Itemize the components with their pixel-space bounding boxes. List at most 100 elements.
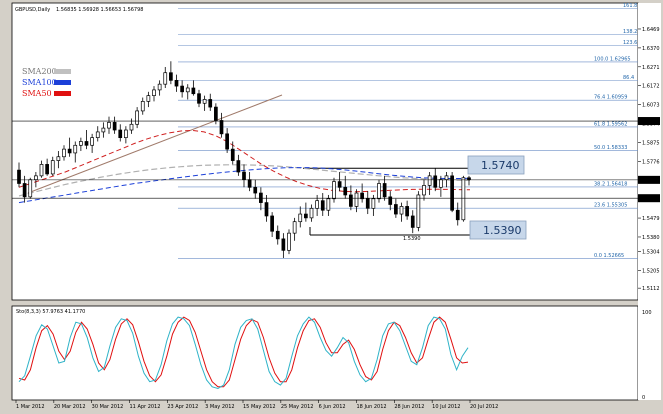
candle-bull	[95, 131, 100, 139]
candle-bull	[292, 221, 297, 234]
candle-bear	[112, 122, 117, 131]
sma-layer	[18, 129, 471, 204]
chart-title: GBPUSD,Daily	[15, 7, 50, 13]
trendline-layer	[27, 94, 283, 194]
callout-1-5740: 1.5740	[467, 155, 525, 175]
candle-bull	[157, 83, 162, 91]
y-tick-label: 1.6469	[642, 27, 660, 33]
axes-layer: 1.64691.63701.62711.61721.60731.59741.58…	[12, 27, 660, 410]
candle-bear	[410, 215, 415, 228]
stochastic-layer	[18, 316, 469, 390]
callout-box	[467, 155, 525, 175]
candle-bull	[422, 185, 426, 196]
y-tick-label: 1.5776	[642, 159, 660, 165]
fib-label: 76.4 1.60959	[594, 95, 627, 101]
x-tick-label: 18 Jun 2012	[357, 404, 387, 410]
candle-bear	[84, 141, 89, 146]
candle-bull	[427, 175, 432, 186]
fib-label: 38.2 1.56418	[594, 181, 627, 187]
price-box	[638, 175, 660, 184]
sma100-line	[18, 167, 471, 204]
x-tick-label: 10 Jul 2012	[432, 404, 460, 410]
y-tick-label: 1.6271	[642, 65, 660, 71]
candle-bear	[253, 186, 258, 194]
x-tick-label: 15 May 2012	[243, 404, 276, 410]
candle-bear	[259, 192, 263, 203]
candle-bull	[79, 141, 83, 146]
candle-bull	[34, 175, 38, 181]
y-tick-label: 1.5112	[642, 286, 660, 292]
stochastic-panel	[11, 305, 639, 401]
x-tick-label: 25 May 2012	[281, 404, 314, 410]
fib-label: 23.6 1.55305	[594, 203, 627, 209]
legend-swatch-sma200	[54, 69, 71, 74]
candle-bull	[326, 198, 331, 211]
candle-bear	[45, 164, 49, 175]
price-box	[638, 117, 660, 126]
sma50-line	[18, 129, 471, 193]
candle-bear	[169, 72, 173, 81]
candle-bull	[439, 179, 443, 188]
candle-bull	[90, 137, 94, 146]
y-tick-label: 1.5875	[642, 140, 660, 146]
candle-bear	[343, 186, 348, 196]
x-tick-label: 1 Mar 2012	[16, 404, 45, 410]
fib-label: 100.0 1.62965	[594, 56, 631, 62]
x-tick-label: 20 Mar 2012	[54, 404, 86, 410]
legend-label-sma200: SMA200	[22, 67, 57, 76]
candle-bear	[382, 183, 387, 198]
candle-bull	[371, 198, 376, 209]
candle-bull	[73, 144, 78, 154]
callout-1-5390: 1.5390	[469, 220, 527, 240]
candle-bull	[461, 177, 466, 221]
candle-bull	[56, 156, 61, 161]
fib-extra-label: 123.6	[623, 40, 637, 46]
candle-bear	[219, 120, 224, 135]
fib-label: 0.0 1.52665	[594, 253, 624, 259]
candle-bull	[202, 99, 207, 104]
candle-bull	[140, 101, 145, 112]
candle-bear	[467, 177, 471, 181]
trendline	[27, 94, 283, 194]
candle-bear	[191, 87, 196, 95]
candle-bull	[354, 192, 359, 207]
candle-bear	[180, 85, 184, 93]
fib-label: 50.0 1.58333	[594, 145, 627, 151]
candle-bear	[450, 175, 454, 211]
candle-bear	[174, 80, 179, 87]
candle-bull	[399, 206, 404, 215]
candle-bull	[287, 232, 291, 251]
candle-bear	[360, 192, 364, 200]
candle-bear	[22, 183, 27, 198]
stoch-y-tick-label: 100	[642, 310, 652, 316]
stoch-y-tick-label: 0	[642, 395, 645, 401]
candle-bear	[236, 160, 241, 173]
candle-bull	[129, 123, 134, 131]
candle-bull	[28, 179, 33, 198]
candle-bear	[337, 181, 342, 188]
legend-label-sma50: SMA50	[22, 89, 52, 98]
x-tick-label: 20 Jul 2012	[470, 404, 498, 410]
candle-bull	[107, 122, 111, 129]
x-tick-label: 6 Jun 2012	[319, 404, 346, 410]
sma200-line	[18, 164, 471, 197]
candle-bear	[304, 213, 308, 219]
sma-legend: SMA200 SMA100 SMA50	[15, 62, 71, 98]
candle-bear	[320, 200, 325, 211]
candle-bear	[67, 148, 72, 154]
stochastic-title: Sto(8,3,3) 57.9763 41.1770	[16, 309, 85, 315]
legend-swatch-sma100	[54, 80, 71, 85]
candle-bull	[298, 213, 303, 223]
y-tick-label: 1.6073	[642, 103, 660, 109]
candle-bull	[377, 183, 381, 200]
x-tick-label: 11 Apr 2012	[130, 404, 161, 410]
fib-label: 61.8 1.59562	[594, 121, 627, 127]
y-tick-label: 1.5205	[642, 268, 660, 274]
price-box-label: 1.5987	[640, 119, 658, 125]
price-box	[638, 194, 660, 203]
candle-bear	[208, 99, 213, 108]
x-tick-label: 23 Apr 2012	[167, 404, 198, 410]
candle-bear	[365, 198, 370, 209]
